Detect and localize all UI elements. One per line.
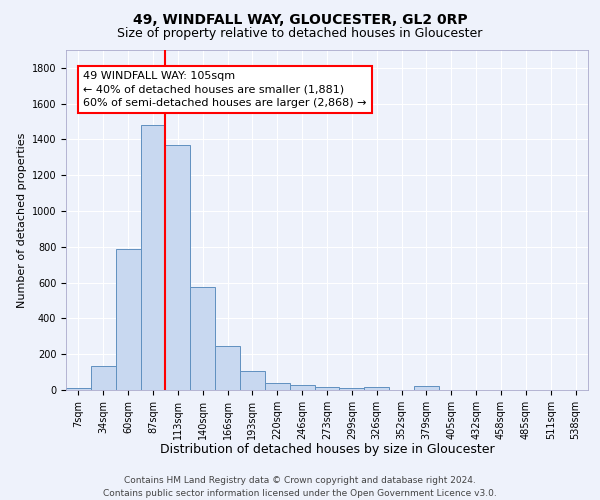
Bar — [265, 383, 290, 390]
Text: Contains HM Land Registry data © Crown copyright and database right 2024.
Contai: Contains HM Land Registry data © Crown c… — [103, 476, 497, 498]
Bar — [340, 388, 364, 390]
Bar — [166, 145, 190, 390]
X-axis label: Distribution of detached houses by size in Gloucester: Distribution of detached houses by size … — [160, 444, 494, 456]
Bar — [140, 125, 166, 390]
Y-axis label: Number of detached properties: Number of detached properties — [17, 132, 28, 308]
Bar — [116, 248, 140, 390]
Bar — [290, 385, 314, 390]
Text: 49, WINDFALL WAY, GLOUCESTER, GL2 0RP: 49, WINDFALL WAY, GLOUCESTER, GL2 0RP — [133, 12, 467, 26]
Bar — [215, 346, 240, 390]
Text: 49 WINDFALL WAY: 105sqm
← 40% of detached houses are smaller (1,881)
60% of semi: 49 WINDFALL WAY: 105sqm ← 40% of detache… — [83, 71, 367, 108]
Bar — [364, 388, 389, 390]
Bar — [190, 287, 215, 390]
Bar — [414, 386, 439, 390]
Bar — [314, 387, 340, 390]
Text: Size of property relative to detached houses in Gloucester: Size of property relative to detached ho… — [118, 28, 482, 40]
Bar — [240, 370, 265, 390]
Bar — [91, 366, 116, 390]
Bar — [66, 388, 91, 390]
